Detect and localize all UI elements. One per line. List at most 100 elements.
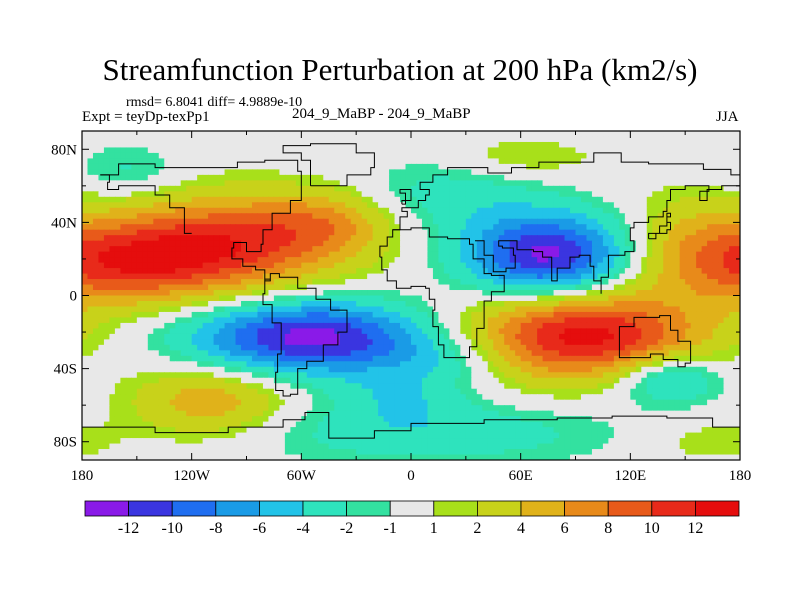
- field-cell: [641, 158, 648, 165]
- field-cell: [312, 279, 319, 286]
- field-cell: [729, 333, 736, 340]
- field-cell: [142, 147, 149, 154]
- field-cell: [213, 224, 220, 231]
- field-cell: [158, 344, 165, 351]
- field-cell: [208, 174, 215, 181]
- field-cell: [482, 300, 489, 308]
- field-cell: [509, 246, 516, 253]
- field-cell: [723, 235, 730, 242]
- field-cell: [630, 180, 637, 187]
- field-cell: [712, 218, 719, 225]
- field-cell: [219, 196, 226, 203]
- field-cell: [400, 300, 407, 308]
- field-cell: [723, 158, 730, 165]
- field-cell: [411, 328, 418, 335]
- field-cell: [383, 262, 390, 269]
- field-cell: [92, 163, 100, 170]
- field-cell: [421, 163, 429, 170]
- field-cell: [125, 141, 132, 149]
- field-cell: [630, 202, 637, 209]
- field-cell: [421, 262, 429, 269]
- field-cell: [515, 174, 522, 181]
- field-cell: [449, 180, 456, 187]
- field-cell: [432, 333, 440, 340]
- field-cell: [443, 333, 450, 340]
- field-cell: [142, 350, 149, 357]
- field-cell: [180, 218, 187, 225]
- field-cell: [268, 311, 275, 319]
- field-cell: [443, 300, 450, 308]
- field-cell: [82, 300, 89, 308]
- field-cell: [125, 207, 132, 214]
- field-cell: [400, 147, 407, 154]
- field-cell: [630, 257, 637, 264]
- field-cell: [339, 191, 346, 198]
- field-cell: [202, 328, 209, 335]
- field-cell: [679, 251, 686, 258]
- field-cell: [191, 284, 198, 291]
- field-cell: [630, 246, 637, 253]
- field-cell: [734, 317, 740, 324]
- field-cell: [383, 147, 390, 154]
- field-cell: [504, 279, 511, 286]
- field-cell: [476, 163, 483, 170]
- field-cell: [257, 328, 264, 335]
- field-cell: [158, 202, 165, 209]
- field-cell: [136, 141, 143, 149]
- field-cell: [295, 136, 302, 143]
- field-cell: [191, 224, 198, 231]
- field-cell: [454, 229, 461, 236]
- field-cell: [586, 290, 593, 297]
- field-cell: [734, 163, 740, 170]
- field-cell: [246, 224, 253, 231]
- field-cell: [559, 174, 566, 181]
- field-cell: [290, 279, 297, 286]
- field-cell: [597, 196, 604, 203]
- field-cell: [509, 284, 516, 291]
- field-cell: [690, 229, 697, 236]
- field-cell: [284, 158, 291, 165]
- field-cell: [284, 229, 291, 236]
- field-cell: [400, 268, 407, 275]
- field-cell: [690, 290, 697, 297]
- field-cell: [191, 235, 198, 242]
- field-cell: [230, 180, 237, 187]
- field-cell: [153, 141, 160, 149]
- field-cell: [734, 218, 740, 225]
- field-cell: [635, 306, 642, 313]
- field-cell: [701, 224, 708, 231]
- field-cell: [230, 311, 237, 319]
- field-cell: [224, 229, 231, 236]
- field-cell: [575, 202, 582, 209]
- field-cell: [465, 131, 472, 138]
- field-cell: [559, 290, 566, 297]
- field-cell: [367, 136, 374, 143]
- field-cell: [328, 273, 335, 280]
- field-cell: [339, 169, 346, 176]
- field-cell: [679, 279, 686, 286]
- field-cell: [427, 339, 434, 346]
- field-cell: [142, 355, 149, 362]
- field-cell: [652, 147, 659, 154]
- field-cell: [251, 191, 259, 198]
- field-cell: [542, 235, 549, 242]
- field-cell: [230, 284, 237, 291]
- field-cell: [350, 235, 357, 242]
- field-cell: [520, 202, 527, 209]
- field-cell: [273, 246, 280, 253]
- field-cell: [674, 169, 681, 176]
- field-cell: [169, 355, 176, 362]
- field-cell: [696, 235, 703, 242]
- field-cell: [262, 284, 270, 291]
- field-cell: [674, 311, 681, 319]
- field-cell: [400, 355, 407, 362]
- field-cell: [635, 246, 642, 253]
- field-cell: [526, 317, 533, 324]
- field-cell: [438, 246, 445, 253]
- field-cell: [405, 180, 412, 187]
- field-cell: [570, 344, 577, 351]
- field-cell: [460, 333, 467, 340]
- field-cell: [405, 344, 412, 351]
- field-cell: [591, 279, 599, 286]
- field-cell: [208, 257, 215, 264]
